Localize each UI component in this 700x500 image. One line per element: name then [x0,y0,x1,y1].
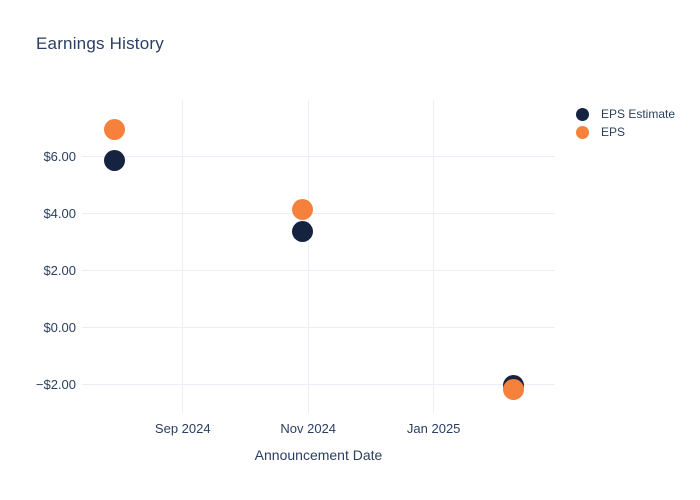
horizontal-gridline [82,327,555,329]
x-tick-label: Nov 2024 [280,421,337,436]
horizontal-gridline [82,270,555,272]
y-tick-label: $4.00 [43,205,76,221]
legend: EPS Estimate EPS [576,105,675,141]
legend-item-eps[interactable]: EPS [576,123,675,141]
vertical-gridline [433,100,435,413]
x-axis-title: Announcement Date [254,447,383,463]
eps-estimate-point[interactable] [104,149,126,171]
horizontal-gridline [82,213,555,215]
plot-area [82,100,555,413]
legend-label-eps-estimate: EPS Estimate [601,107,676,121]
eps-estimate-marker-icon [576,107,589,121]
y-tick-label: $0.00 [43,319,76,335]
y-axis-tick-labels: $6.00 $4.00 $2.00 $0.00 −$2.00 [0,100,76,413]
horizontal-gridline [82,384,555,386]
eps-marker-icon [576,125,589,139]
x-tick-label: Sep 2024 [154,421,211,436]
legend-label-eps: EPS [601,125,626,139]
eps-point[interactable] [503,378,525,400]
vertical-gridline [182,100,184,413]
vertical-gridline [307,100,309,413]
eps-point[interactable] [104,118,126,140]
eps-estimate-point[interactable] [291,220,313,242]
y-tick-label: $6.00 [43,148,76,164]
legend-item-eps-estimate[interactable]: EPS Estimate [576,105,675,123]
y-tick-label: −$2.00 [35,376,76,392]
eps-point[interactable] [291,199,313,221]
x-tick-label: Jan 2025 [406,421,461,436]
y-tick-label: $2.00 [43,262,76,278]
horizontal-gridline [82,156,555,158]
x-axis-tick-labels: Sep 2024 Nov 2024 Jan 2025 [82,413,555,437]
chart-title: Earnings History [36,34,164,53]
